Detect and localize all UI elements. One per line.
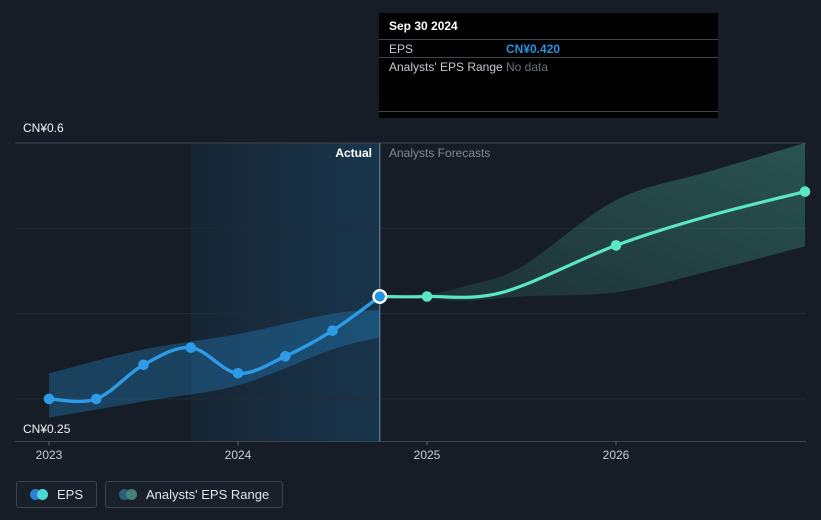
analysts-range-band-forecast <box>427 143 805 301</box>
chart-legend: EPS Analysts' EPS Range <box>16 481 284 508</box>
data-point-dot[interactable] <box>280 351 291 362</box>
x-axis-tick-2024: 2024 <box>224 448 252 462</box>
tooltip-spacer <box>379 75 718 112</box>
data-point-dot[interactable] <box>91 393 102 405</box>
tooltip-range-row: Analysts' EPS Range No data <box>379 58 718 75</box>
range-series-swatch-icon <box>119 489 138 500</box>
tooltip-range-label: Analysts' EPS Range <box>389 59 503 74</box>
tooltip-eps-label: EPS <box>389 41 414 56</box>
eps-series-swatch-icon <box>30 489 48 500</box>
data-point-dot[interactable] <box>232 368 244 379</box>
legend-eps-button[interactable]: EPS <box>16 481 98 508</box>
x-axis-tick-2026: 2026 <box>602 448 630 462</box>
tooltip-eps-row: EPS CN¥0.420 <box>379 40 718 58</box>
data-point-dot[interactable] <box>43 393 55 405</box>
legend-range-button[interactable]: Analysts' EPS Range <box>105 481 284 508</box>
data-point-dot[interactable] <box>799 186 811 197</box>
x-axis-tick-2023: 2023 <box>35 448 63 462</box>
forecast-section-label: Analysts Forecasts <box>389 146 491 160</box>
data-point-dot[interactable] <box>327 325 338 337</box>
y-axis-label-bottom: CN¥0.25 <box>23 422 71 436</box>
data-point-dot[interactable] <box>421 291 433 302</box>
tooltip-eps-value: CN¥0.420 <box>506 41 561 56</box>
legend-range-label: Analysts' EPS Range <box>146 487 270 502</box>
actual-section-label: Actual <box>335 146 372 160</box>
analysts-range-band-past <box>49 310 380 418</box>
data-point-dot[interactable] <box>138 359 149 371</box>
y-axis-label-top: CN¥0.6 <box>23 121 64 135</box>
data-point-dot[interactable] <box>610 240 622 251</box>
highlight-period-band <box>190 143 380 442</box>
data-point-dot[interactable] <box>185 342 197 354</box>
tooltip-date: Sep 30 2024 <box>379 13 718 40</box>
tooltip-footer <box>379 112 718 118</box>
x-axis-tick-2025: 2025 <box>413 448 441 462</box>
tooltip-range-value: No data <box>506 59 549 74</box>
hovered-data-point[interactable] <box>372 289 388 305</box>
hover-tooltip: Sep 30 2024 EPS CN¥0.420 Analysts' EPS R… <box>379 13 718 118</box>
legend-eps-label: EPS <box>57 487 84 502</box>
